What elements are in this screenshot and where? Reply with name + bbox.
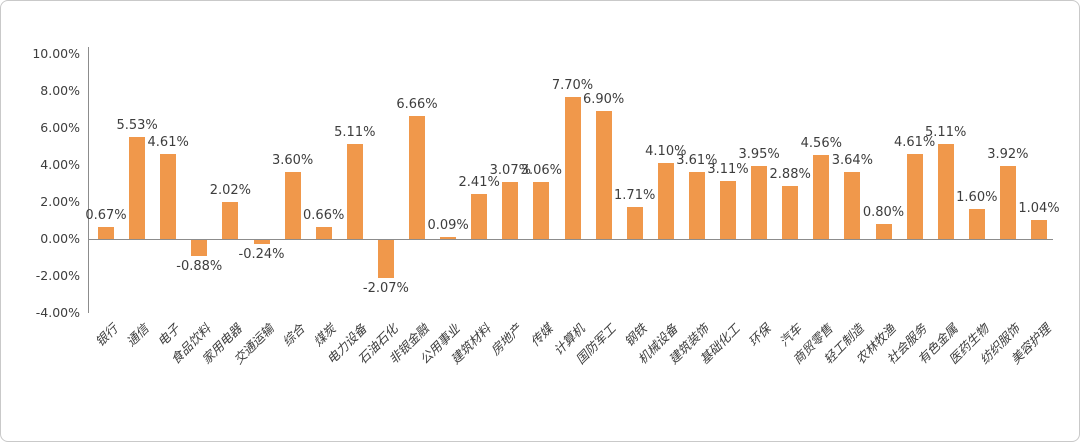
y-tick-label: 6.00% xyxy=(40,120,80,135)
bar-电力设备 xyxy=(346,144,363,239)
bar-社会服务 xyxy=(906,153,923,239)
data-label: 3.11% xyxy=(707,162,749,178)
data-label: 5.11% xyxy=(925,125,967,141)
data-label: -0.88% xyxy=(176,259,223,275)
bar-美容护理 xyxy=(1031,219,1047,239)
bar-轻工制造 xyxy=(844,171,861,239)
y-tick-label: 8.00% xyxy=(40,83,80,98)
bar-基础化工 xyxy=(720,181,736,239)
bar-电子 xyxy=(160,153,177,239)
data-label: 2.02% xyxy=(209,182,252,198)
bar-煤炭 xyxy=(315,226,332,239)
bar-传媒 xyxy=(533,182,550,239)
bar-机械设备 xyxy=(657,163,674,239)
data-label: 3.61% xyxy=(676,153,718,169)
data-label: 3.07% xyxy=(489,163,531,179)
bar-计算机 xyxy=(564,96,581,239)
bar-综合 xyxy=(284,172,301,239)
bar-公用事业 xyxy=(440,237,457,239)
bar-食品饮料 xyxy=(191,240,208,257)
data-label: 6.90% xyxy=(582,92,625,108)
bar-建筑装饰 xyxy=(688,172,705,239)
y-axis-line xyxy=(88,47,89,313)
y-tick-label: 10.00% xyxy=(32,46,80,61)
data-label: -0.24% xyxy=(238,247,285,263)
y-tick-label: -4.00% xyxy=(35,305,80,320)
data-label: 3.95% xyxy=(738,146,780,162)
bar-国防军工 xyxy=(595,111,612,239)
data-label: 4.61% xyxy=(147,134,189,150)
data-label: 0.80% xyxy=(862,205,905,221)
bar-有色金属 xyxy=(937,144,954,239)
data-label: 7.70% xyxy=(551,77,594,93)
data-label: 4.56% xyxy=(800,135,842,151)
bar-家用电器 xyxy=(222,201,239,239)
data-label: 0.09% xyxy=(427,218,469,234)
bar-非银金融 xyxy=(409,115,425,239)
bar-商贸零售 xyxy=(813,154,830,239)
y-tick-label: 0.00% xyxy=(40,231,80,246)
data-label: 5.11% xyxy=(334,125,376,141)
y-tick-label: -2.00% xyxy=(35,268,80,283)
data-label: 3.92% xyxy=(987,147,1029,163)
data-label: 3.60% xyxy=(271,153,314,169)
bar-农林牧渔 xyxy=(875,224,892,239)
data-label: 3.64% xyxy=(831,152,874,168)
bar-医药生物 xyxy=(968,209,985,239)
y-tick-label: 2.00% xyxy=(40,194,80,209)
data-label: 1.71% xyxy=(614,188,656,204)
data-label: 2.41% xyxy=(458,175,500,191)
data-label: 0.66% xyxy=(303,207,345,223)
data-label: 0.67% xyxy=(85,207,127,223)
bar-建筑材料 xyxy=(471,194,488,239)
data-label: 2.88% xyxy=(769,166,811,182)
data-label: 5.53% xyxy=(116,117,158,133)
x-axis-line xyxy=(88,239,1053,240)
bar-交通运输 xyxy=(253,240,270,245)
data-label: 4.10% xyxy=(645,144,687,160)
bar-通信 xyxy=(129,136,146,239)
data-label: 3.06% xyxy=(520,163,563,179)
data-label: 1.04% xyxy=(1018,200,1060,216)
data-label: 1.60% xyxy=(956,190,998,206)
bar-房地产 xyxy=(502,182,519,239)
bar-环保 xyxy=(751,165,768,239)
data-label: 6.66% xyxy=(396,96,438,112)
bar-汽车 xyxy=(782,185,799,239)
y-tick-label: 4.00% xyxy=(40,157,80,172)
data-label: 4.61% xyxy=(893,134,936,150)
bar-银行 xyxy=(98,226,114,239)
bar-纺织服饰 xyxy=(999,166,1016,239)
bar-钢铁 xyxy=(626,207,643,239)
bar-石油石化 xyxy=(377,240,394,279)
data-label: -2.07% xyxy=(362,281,409,297)
